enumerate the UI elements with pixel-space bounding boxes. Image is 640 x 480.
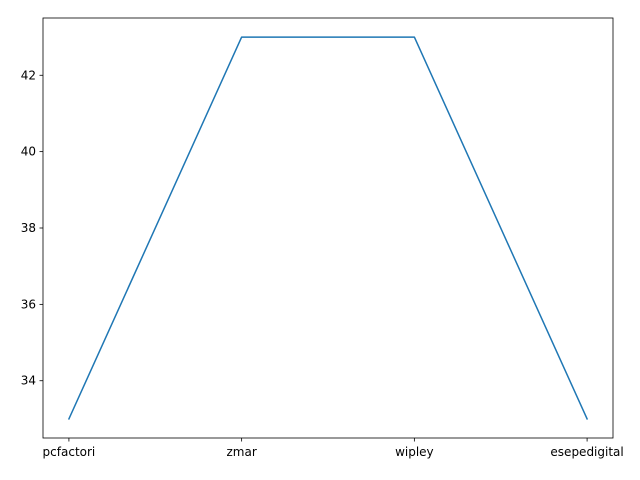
y-tick-label: 34	[21, 374, 36, 388]
y-tick-label: 36	[21, 297, 36, 311]
y-tick-label: 38	[21, 221, 36, 235]
y-tick-label: 42	[21, 68, 36, 82]
x-tick-label: zmar	[226, 445, 256, 459]
series-line	[67, 36, 589, 420]
x-tick-label: pcfactori	[43, 445, 96, 459]
plot-area: 34 36 38 40 42 pcfactori zmar wipley esepedigita…	[21, 17, 624, 459]
x-tick-label: wipley	[395, 445, 434, 459]
x-tick-label: esepedigital	[550, 445, 623, 459]
y-tick-label: 40	[21, 145, 36, 159]
